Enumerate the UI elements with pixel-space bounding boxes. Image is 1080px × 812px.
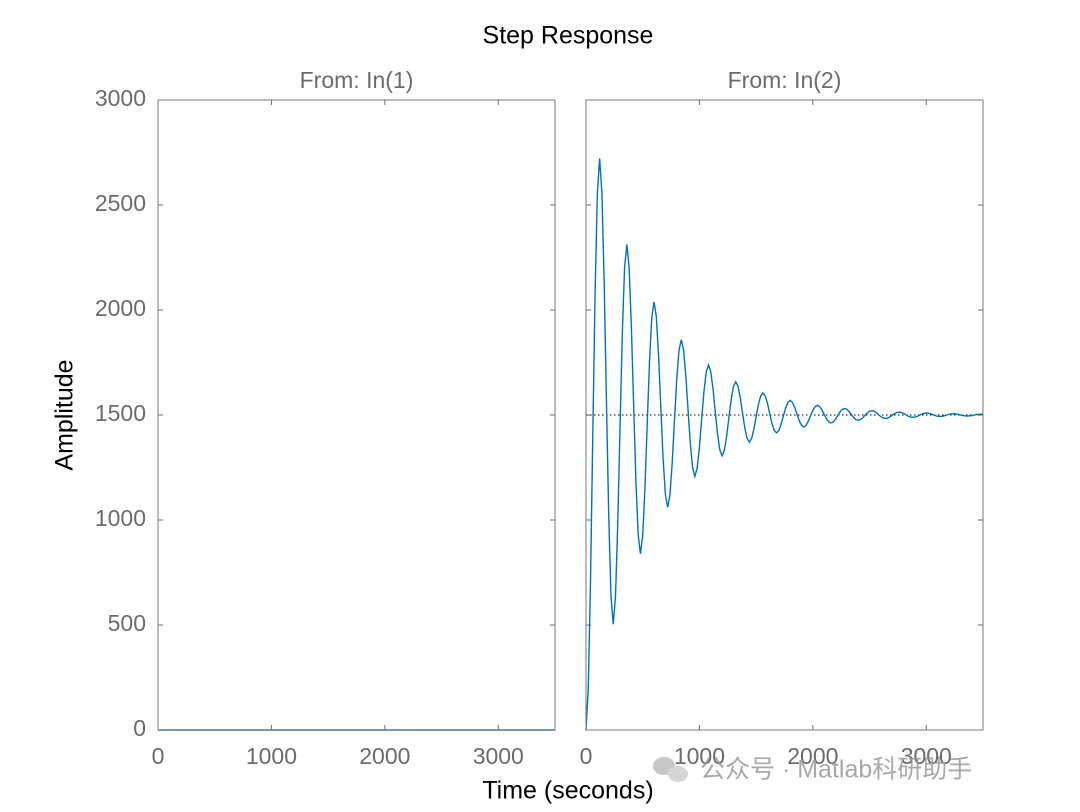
y-tick-label: 0 (133, 715, 146, 741)
watermark: 公众号 · Matlab科研助手 (700, 756, 972, 784)
x-axis-label: Time (seconds) (482, 777, 653, 805)
figure-title: Step Response (483, 22, 654, 50)
x-tick-label: 3000 (473, 743, 524, 769)
icon-bubble (668, 766, 688, 782)
x-tick-label: 1000 (674, 743, 725, 769)
y-tick-label: 1000 (95, 505, 146, 531)
y-tick-label: 3000 (95, 85, 146, 111)
axes-box (157, 99, 556, 731)
y-axis-label: Amplitude (51, 359, 79, 470)
response-line (585, 158, 984, 731)
y-tick-label: 500 (108, 610, 146, 636)
x-tick-label: 3000 (901, 743, 952, 769)
x-tick-label: 0 (152, 743, 165, 769)
watermark-icon (653, 757, 688, 782)
panel-title: From: In(1) (300, 67, 414, 93)
x-tick-label: 0 (580, 743, 593, 769)
y-tick-label: 2000 (95, 295, 146, 321)
x-tick-label: 1000 (246, 743, 297, 769)
y-tick-label: 2500 (95, 190, 146, 216)
axes-box (585, 99, 984, 731)
x-tick-label: 2000 (359, 743, 410, 769)
x-tick-label: 2000 (787, 743, 838, 769)
panel-title: From: In(2) (728, 67, 842, 93)
y-tick-label: 1500 (95, 400, 146, 426)
